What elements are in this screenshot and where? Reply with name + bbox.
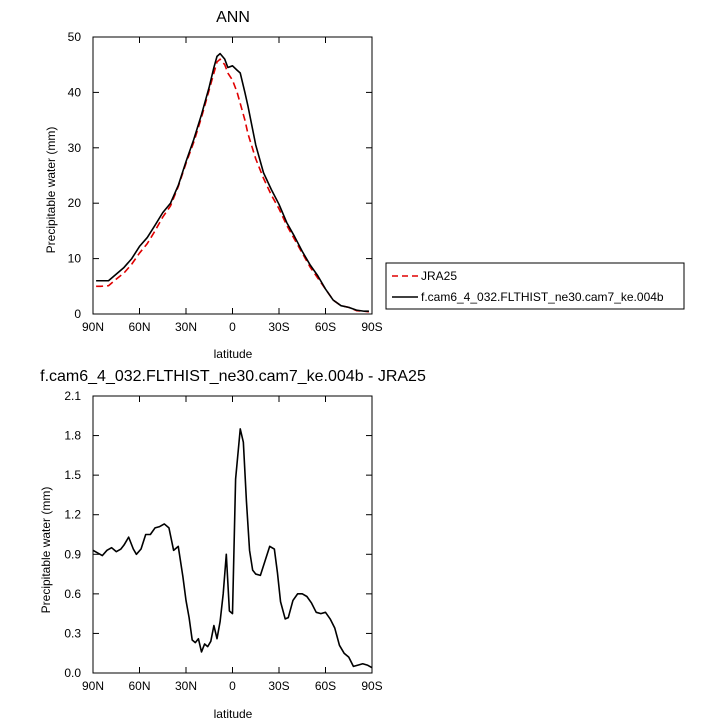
top-y-tick-label: 20: [68, 196, 82, 210]
bottom-y-axis-label: Precipitable water (mm): [39, 487, 53, 614]
top-y-tick-label: 40: [68, 85, 82, 99]
top-x-tick-label: 30S: [268, 320, 289, 334]
top-x-tick-label: 90S: [361, 320, 382, 334]
bottom-chart-panel: f.cam6_4_032.FLTHIST_ne30.cam7_ke.004b -…: [39, 368, 426, 721]
top-plot-frame: [92, 36, 373, 315]
bottom-x-axis-label: latitude: [214, 707, 253, 721]
top-y-axis-label: Precipitable water (mm): [44, 127, 58, 254]
top-y-tick-label: 30: [68, 141, 82, 155]
bottom-y-tick-label: 0.6: [64, 587, 81, 601]
top-series-line-0: [96, 58, 369, 313]
bottom-x-tick-label: 30N: [175, 679, 197, 693]
bottom-y-tick-label: 1.5: [64, 468, 81, 482]
legend-label-model: f.cam6_4_032.FLTHIST_ne30.cam7_ke.004b: [421, 290, 664, 304]
bottom-x-tick-label: 90S: [361, 679, 382, 693]
bottom-x-tick-label: 30S: [268, 679, 289, 693]
top-x-tick-label: 60N: [128, 320, 150, 334]
legend-box: [385, 262, 685, 310]
top-series-line-1: [96, 52, 369, 313]
bottom-series-line-0: [92, 428, 373, 669]
top-x-tick-label: 90N: [82, 320, 104, 334]
bottom-chart-title: f.cam6_4_032.FLTHIST_ne30.cam7_ke.004b -…: [40, 368, 426, 385]
top-y-tick-label: 10: [68, 252, 82, 266]
legend-label-jra25: JRA25: [421, 269, 457, 283]
bottom-x-tick-label: 90N: [82, 679, 104, 693]
bottom-y-tick-label: 2.1: [64, 389, 81, 403]
top-x-tick-label: 0: [229, 320, 236, 334]
bottom-plot-frame: [92, 395, 373, 674]
top-chart-title: ANN: [216, 9, 250, 26]
top-x-axis-label: latitude: [214, 347, 253, 361]
bottom-y-tick-label: 0.9: [64, 547, 81, 561]
bottom-y-tick-label: 0.0: [64, 666, 81, 680]
top-x-tick-label: 60S: [315, 320, 336, 334]
top-x-tick-label: 30N: [175, 320, 197, 334]
top-y-tick-label: 0: [74, 307, 81, 321]
bottom-x-tick-label: 60S: [315, 679, 336, 693]
top-chart-legend: JRA25 f.cam6_4_032.FLTHIST_ne30.cam7_ke.…: [385, 262, 685, 310]
bottom-x-tick-label: 0: [229, 679, 236, 693]
top-chart-panel: ANN 90N 60N 30N 0 30S 60S 90S 0 10 20 30 40 50 latit…: [44, 9, 383, 361]
bottom-y-tick-label: 0.3: [64, 626, 81, 640]
bottom-y-tick-label: 1.8: [64, 429, 81, 443]
top-y-tick-label: 50: [68, 30, 82, 44]
bottom-x-tick-label: 60N: [128, 679, 150, 693]
bottom-y-tick-label: 1.2: [64, 508, 81, 522]
